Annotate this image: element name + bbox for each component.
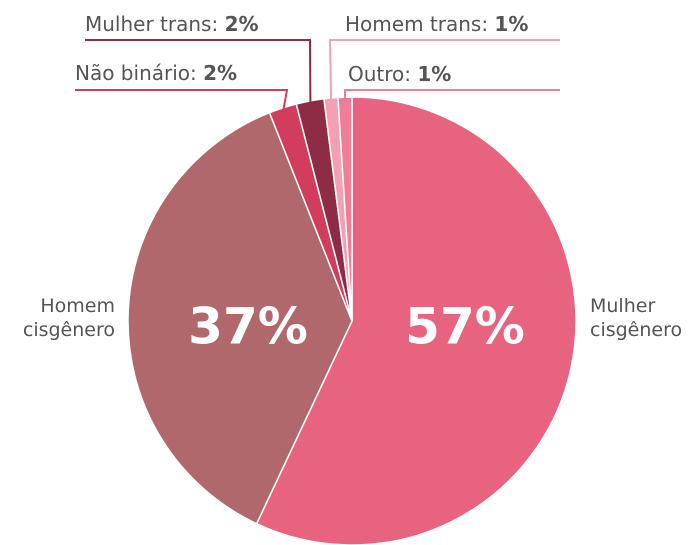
slice-name: Mulher trans: (85, 12, 218, 36)
slice-value-label: 37% (188, 298, 308, 356)
leader-line (343, 89, 560, 100)
slice-value-label: 1% (417, 62, 451, 86)
slice-name-label: Homem cisgênero (23, 295, 115, 341)
pie-slice (255, 96, 577, 545)
slice-value-label: 57% (405, 298, 525, 356)
slice-value-label: 2% (225, 12, 259, 36)
slice-name-label: Mulher cisgênero (590, 295, 682, 341)
leader-line (328, 39, 560, 101)
slice-value-label: 2% (203, 61, 237, 85)
pie-slice (127, 111, 353, 525)
slice-label: Outro: 1% (348, 62, 451, 86)
slice-name: Homem trans: (345, 12, 488, 36)
leader-line (85, 39, 312, 103)
slice-label: Não binário: 2% (75, 61, 237, 85)
slice-name: Outro: (348, 62, 411, 86)
slice-name: Não binário: (75, 61, 197, 85)
slice-label: Homem trans: 1% (345, 12, 528, 36)
slice-value-label: 1% (494, 12, 528, 36)
slice-label: Mulher trans: 2% (85, 12, 259, 36)
leader-line (75, 89, 289, 111)
